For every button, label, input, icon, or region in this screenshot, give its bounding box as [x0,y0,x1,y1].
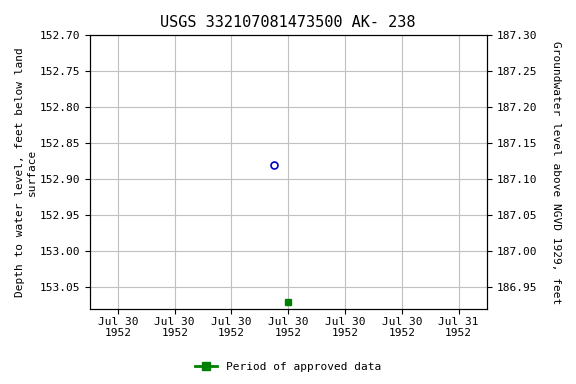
Y-axis label: Depth to water level, feet below land
surface: Depth to water level, feet below land su… [15,47,37,297]
Title: USGS 332107081473500 AK- 238: USGS 332107081473500 AK- 238 [161,15,416,30]
Y-axis label: Groundwater level above NGVD 1929, feet: Groundwater level above NGVD 1929, feet [551,41,561,304]
Legend: Period of approved data: Period of approved data [191,358,385,377]
